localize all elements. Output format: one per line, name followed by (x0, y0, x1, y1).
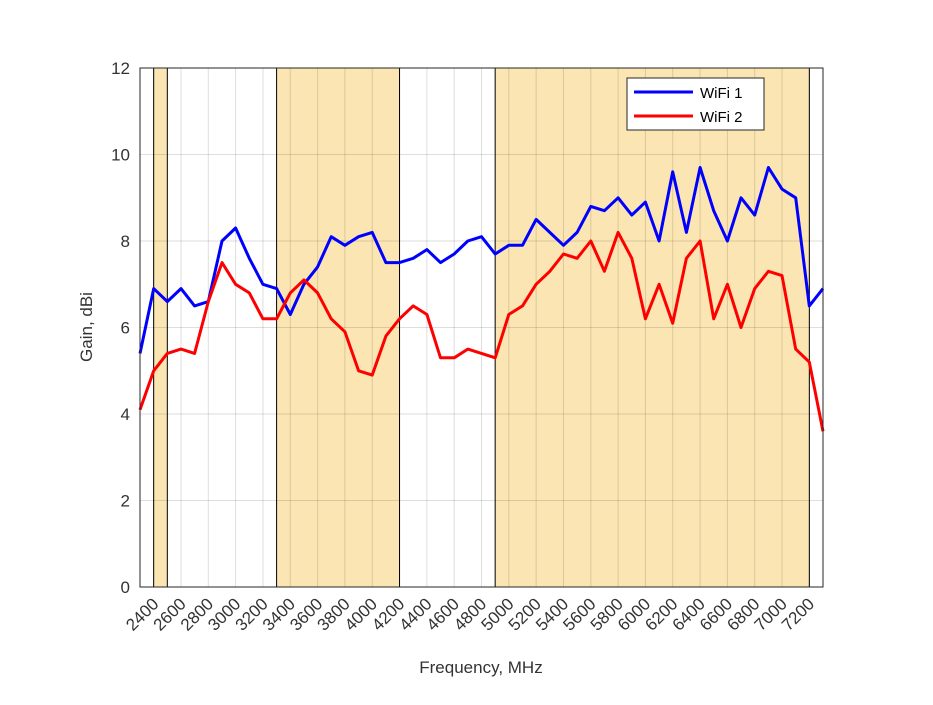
band (153, 68, 168, 587)
series-line (138, 230, 825, 432)
y-tick-label: 10 (111, 146, 130, 165)
y-axis-label: Gain, dBi (77, 292, 96, 362)
axes-box (139, 67, 824, 588)
series-line (138, 166, 825, 354)
x-axis-label: Frequency, MHz (419, 658, 542, 677)
legend-label: WiFi 2 (700, 109, 743, 126)
band (276, 68, 400, 587)
band (495, 68, 810, 587)
legend-box (626, 77, 765, 131)
x-tick-label: 7200 (778, 594, 818, 634)
y-tick-label: 12 (111, 59, 130, 78)
y-tick-label: 4 (121, 405, 130, 424)
y-tick-label: 8 (121, 232, 130, 251)
y-tick-label: 6 (121, 319, 130, 338)
y-tick-label: 0 (121, 578, 130, 597)
y-tick-label: 2 (121, 492, 130, 511)
legend: WiFi 1 WiFi 2 (626, 77, 765, 131)
legend-label: WiFi 1 (700, 85, 743, 102)
